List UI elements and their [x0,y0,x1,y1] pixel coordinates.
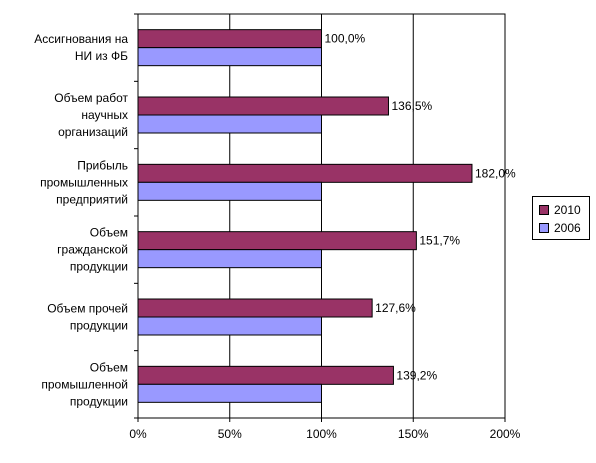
x-tick-label: 150% [398,427,429,441]
legend-swatch-2006 [539,223,549,233]
bar-2006 [137,383,322,403]
x-tick-label: 0% [129,427,147,441]
data-label-2010: 127,6% [375,301,416,315]
x-tick-label: 100% [306,427,337,441]
legend-swatch-2010 [539,205,549,215]
bar-2010 [137,231,417,251]
bar-2010 [137,298,373,318]
legend-label-2010: 2010 [554,203,581,217]
category-label: Объем работ научных организаций [54,91,128,139]
data-label-2010: 100,0% [325,32,366,46]
legend-label-2006: 2006 [554,221,581,235]
bar-2006 [137,114,322,134]
chart-legend: 2010 2006 [532,196,590,240]
data-label-2010: 136,5% [391,99,432,113]
category-label: Объем промышленной продукции [41,360,128,408]
bar-2010 [137,163,473,183]
bar-2010 [137,365,394,385]
category-label: Объем прочей продукции [47,302,128,333]
x-tick-label: 50% [218,427,242,441]
data-label-2010: 139,2% [396,368,437,382]
legend-item-2006: 2006 [539,221,581,235]
bar-2006 [137,47,322,67]
legend-item-2010: 2010 [539,203,581,217]
bar-2010 [137,96,389,116]
category-label: Ассигнования на НИ из ФБ [34,32,128,63]
bar-2010 [137,29,322,49]
data-label-2010: 182,0% [475,166,516,180]
category-label: Прибыль промышленных предприятий [40,158,128,206]
bar-2006 [137,249,322,269]
bar-2006 [137,181,322,201]
x-tick-label: 200% [490,427,521,441]
category-label: Объем гражданской продукции [57,226,128,274]
bar-2006 [137,316,322,336]
data-label-2010: 151,7% [419,234,460,248]
